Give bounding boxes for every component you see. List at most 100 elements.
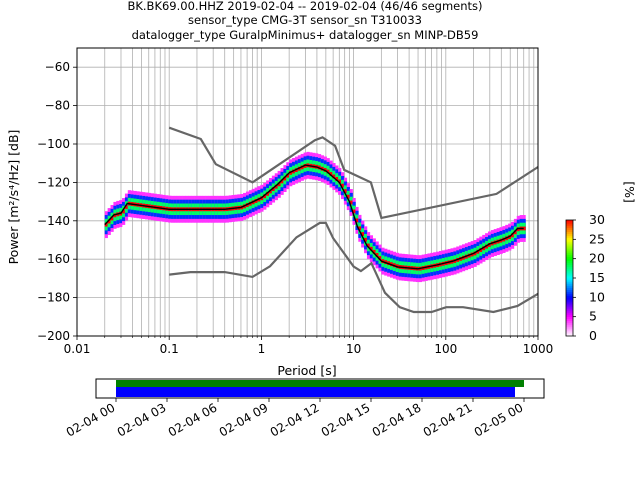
colorbar-swatch (566, 225, 573, 229)
colorbar-swatch (566, 308, 573, 312)
colorbar-swatch (566, 332, 573, 335)
y-axis-ticks: −60 −80 −100 −120 −140 −160 −180 −200 (37, 60, 77, 343)
density-cell (263, 194, 267, 199)
density-cell (110, 216, 114, 221)
colorbar-swatch (566, 258, 573, 261)
density-cell (358, 226, 362, 231)
x-axis-ticks: 0.01 0.1 1 10 100 1000 (64, 336, 554, 356)
density-cell (369, 246, 374, 251)
colorbar-swatch (566, 283, 573, 287)
noise-model-nlnm (169, 221, 539, 314)
time-tick-label: 02-04 15 (319, 400, 373, 439)
colorbar-swatch (566, 233, 573, 236)
colorbar-swatch (566, 274, 573, 277)
colorbar-swatch (566, 245, 573, 248)
time-tick-label: 02-04 12 (268, 400, 322, 439)
density-cell (476, 249, 480, 254)
colorbar-swatch (566, 260, 573, 263)
density-cell (274, 184, 278, 189)
colorbar-swatch (566, 276, 573, 279)
colorbar-swatch (566, 287, 573, 290)
density-cell (332, 174, 336, 179)
colorbar-swatch (566, 220, 573, 223)
colorbar-swatch (566, 227, 573, 231)
y-axis-label: Power [m²/s⁴/Hz] [dB] (6, 130, 21, 265)
plot-frame (76, 47, 539, 337)
y-tick-label: −80 (45, 99, 70, 113)
colorbar-swatch (566, 237, 573, 240)
colorbar-tick-label: 20 (589, 251, 605, 266)
colorbar-tick-label: 25 (589, 231, 605, 246)
colorbar-swatch (566, 291, 573, 294)
colorbar-swatch (566, 231, 573, 234)
y-tick-label: −180 (37, 291, 70, 305)
colorbar-swatch (566, 316, 573, 319)
colorbar-swatch (566, 299, 573, 302)
density-cell (277, 182, 281, 187)
time-bar-used (116, 387, 515, 397)
density-cell (361, 232, 365, 236)
density-cell (338, 179, 342, 184)
colorbar-swatch (566, 264, 573, 267)
colorbar-swatch (566, 250, 573, 254)
x-tick-label: 10 (346, 342, 361, 356)
colorbar-tick-label: 10 (589, 289, 605, 304)
colorbar-swatch (566, 249, 573, 252)
colorbar-swatch (566, 328, 573, 331)
density-cell (346, 194, 350, 199)
colorbar-swatch (566, 303, 573, 306)
density-cell (266, 191, 270, 196)
density-cell (516, 227, 520, 232)
grid (76, 48, 538, 337)
x-tick-label: 100 (434, 342, 457, 356)
time-tick-label: 02-04 00 (64, 400, 118, 439)
plot-area: 0.01 0.1 1 10 100 1000−60−80−100−120−140−160−… (37, 47, 554, 356)
colorbar-swatch (566, 278, 573, 281)
x-tick-label: 1000 (523, 342, 554, 356)
y-tick-label: −100 (37, 137, 70, 151)
density-cell (271, 187, 276, 192)
density-cell (343, 189, 348, 194)
density-cell (372, 249, 376, 254)
colorbar-swatch (566, 312, 573, 316)
colorbar-swatch (566, 289, 573, 292)
colorbar-swatch (566, 322, 573, 325)
density-cell (352, 209, 356, 214)
colorbar-swatch (566, 320, 573, 323)
colorbar-swatch (566, 252, 573, 256)
density-cell (479, 248, 483, 252)
chart-title: BK.BK69.00.HHZ 2019-02-04 -- 2019-02-04 … (127, 0, 482, 42)
colorbar-swatch (566, 295, 573, 298)
density-cell (286, 173, 290, 178)
density-cell (326, 169, 330, 174)
density-cell (107, 219, 111, 224)
colorbar-swatch (566, 223, 573, 227)
density-cell (124, 205, 129, 209)
colorbar-swatch (566, 314, 573, 318)
time-tick-label: 02-04 03 (115, 400, 169, 439)
colorbar-swatch (566, 243, 573, 246)
density-cell (482, 246, 486, 251)
colorbar-swatch (566, 305, 573, 308)
time-tick-label: 02-05 00 (472, 400, 526, 439)
colorbar-swatch (566, 307, 573, 310)
colorbar-swatch (566, 310, 573, 314)
density-cell (366, 243, 371, 248)
colorbar: 0 5 10 15 20 25 30 (565, 212, 605, 343)
density-cell (355, 218, 359, 223)
colorbar-swatch (566, 262, 573, 265)
x-axis-label: Period [s] (277, 363, 336, 378)
density-cell (122, 209, 126, 214)
colorbar-swatch (566, 318, 573, 321)
title-line-2: sensor_type CMG-3T sensor_sn T310033 (188, 13, 422, 27)
density-cell (283, 176, 287, 181)
colorbar-swatch (566, 247, 573, 250)
colorbar-swatch (566, 239, 573, 242)
x-tick-label: 0.01 (64, 342, 91, 356)
colorbar-swatch (566, 326, 573, 329)
time-bar-data (116, 380, 524, 387)
time-tick-label: 02-04 21 (421, 400, 475, 439)
